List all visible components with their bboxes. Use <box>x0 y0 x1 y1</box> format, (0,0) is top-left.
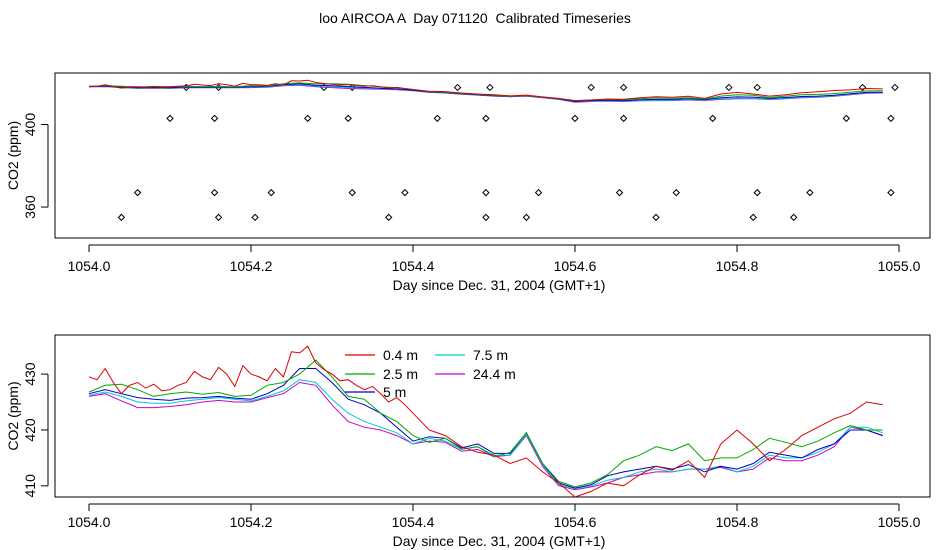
series-line-7-5-m <box>88 379 883 490</box>
legend-label: 0.4 m <box>383 347 418 363</box>
calibration-marker <box>725 83 733 92</box>
x-axis-label: Day since Dec. 31, 2004 (GMT+1) <box>393 533 606 549</box>
y-axis-label: CO2 (ppm) <box>5 381 21 450</box>
calibration-marker <box>672 188 680 197</box>
calibration-marker <box>534 188 543 197</box>
calibration-marker <box>789 213 798 222</box>
x-axis-label: Day since Dec. 31, 2004 (GMT+1) <box>393 277 606 293</box>
x-tick-label: 1054.0 <box>68 514 111 530</box>
calibration-marker <box>753 83 761 92</box>
calibration-marker <box>166 114 174 123</box>
series-line-24-4-m <box>88 381 883 491</box>
plot-frame <box>54 72 931 239</box>
calibration-marker <box>453 83 462 92</box>
calibration-marker <box>571 114 579 123</box>
x-tick-label: 1054.2 <box>230 514 273 530</box>
x-tick-label: 1054.8 <box>716 258 759 274</box>
legend-label: 2.5 m <box>383 366 418 382</box>
calibration-marker <box>117 213 126 222</box>
y-tick-label: 410 <box>22 474 38 498</box>
x-tick-label: 1054.6 <box>554 258 597 274</box>
legend-label: 7.5 m <box>473 347 508 363</box>
calibration-marker <box>891 83 899 92</box>
series-line-0-4-m <box>88 79 883 102</box>
calibration-marker <box>619 83 628 92</box>
calibration-marker <box>486 83 494 92</box>
chart-panel-2: 1054.0 1054.2 1054.4 1054.6 1054.8 1055.0 Day … <box>5 334 931 549</box>
calibration-marker <box>433 114 442 123</box>
calibration-marker <box>303 114 312 123</box>
calibration-marker <box>858 83 867 92</box>
calibration-marker <box>749 213 757 222</box>
calibration-marker <box>133 188 142 197</box>
calibration-marker <box>522 213 531 222</box>
y-tick-label: 430 <box>22 362 38 386</box>
y-axis-label: CO2 (ppm) <box>5 121 21 190</box>
calibration-marker <box>842 114 851 123</box>
calibration-marker <box>267 188 275 197</box>
x-tick-label: 1055.0 <box>878 514 921 530</box>
y-tick-label: 400 <box>22 113 38 137</box>
plot-area <box>88 345 883 497</box>
legend: 0.4 m 2.5 m 5 m 7.5 m 24.4 m <box>345 347 516 400</box>
calibration-marker <box>482 188 490 197</box>
x-tick-label: 1054.2 <box>230 258 273 274</box>
calibration-marker <box>214 213 223 222</box>
calibration-marker <box>619 114 628 123</box>
x-tick-label: 1054.6 <box>554 514 597 530</box>
x-tick-label: 1054.8 <box>716 514 759 530</box>
legend-label: 5 m <box>383 384 406 400</box>
calibration-marker <box>251 213 259 222</box>
y-tick-label: 360 <box>22 195 38 219</box>
y-tick-label: 420 <box>22 418 38 442</box>
calibration-marker <box>384 213 393 222</box>
calibration-marker <box>210 114 219 123</box>
calibration-marker <box>708 114 717 123</box>
calibration-marker <box>615 188 624 197</box>
page-title: loo AIRCOA A Day 071120 Calibrated Times… <box>319 10 631 26</box>
series-line-2-5-m <box>88 359 883 488</box>
calibration-marker <box>887 114 895 123</box>
calibration-marker <box>401 188 409 197</box>
x-tick-label: 1054.0 <box>68 258 111 274</box>
x-tick-label: 1054.4 <box>392 514 435 530</box>
plot-area <box>88 79 899 222</box>
series-line-0-4-m <box>88 345 883 497</box>
calibration-marker <box>887 188 895 197</box>
x-tick-label: 1054.4 <box>392 258 435 274</box>
calibration-marker <box>482 213 490 222</box>
calibration-marker <box>482 114 490 123</box>
calibration-marker <box>344 114 352 123</box>
series-line-5-m <box>88 368 883 489</box>
calibration-marker <box>806 188 814 197</box>
calibration-marker <box>210 188 219 197</box>
calibration-marker <box>587 83 595 92</box>
legend-label: 24.4 m <box>473 366 516 382</box>
plot-frame <box>54 334 931 498</box>
calibration-marker <box>652 213 660 222</box>
chart-panel-1: 1054.0 1054.2 1054.4 1054.6 1054.8 1055.0 Day … <box>5 72 931 293</box>
calibration-marker <box>753 188 761 197</box>
x-tick-label: 1055.0 <box>878 258 921 274</box>
calibration-marker <box>348 188 356 197</box>
